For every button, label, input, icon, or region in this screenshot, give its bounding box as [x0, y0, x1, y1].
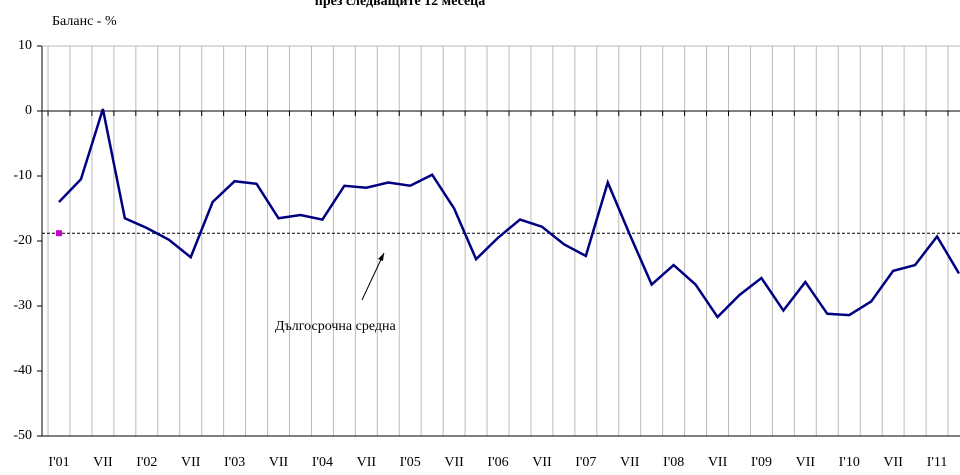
x-tick-label: VII: [269, 455, 289, 470]
chart-title: през следващите 12 месеца: [315, 0, 486, 9]
x-tick-label: VII: [93, 455, 113, 470]
x-tick-label: VII: [181, 455, 201, 470]
x-tick-label: VII: [357, 455, 377, 470]
x-tick-label: VII: [532, 455, 552, 470]
x-tick-label: VII: [620, 455, 640, 470]
x-tick-label: I'06: [487, 455, 508, 470]
average-marker: [56, 230, 62, 237]
x-tick-label: I'01: [48, 455, 69, 470]
x-tick-label: I'04: [312, 455, 333, 470]
x-tick-label: VII: [796, 455, 816, 470]
x-tick-label: I'08: [663, 455, 684, 470]
annotation: Дългосрочна средна: [275, 319, 396, 334]
x-tick-label: I'11: [927, 455, 948, 470]
x-tick-label: VII: [708, 455, 728, 470]
x-tick-label: I'05: [400, 455, 421, 470]
x-tick-label: VII: [444, 455, 464, 470]
x-tick-label: I'10: [839, 455, 860, 470]
y-tick-label: -50: [13, 428, 32, 443]
data-line: [58, 108, 960, 320]
annotation-arrowhead: [378, 253, 384, 261]
annotation-arrow: [361, 252, 385, 301]
y-tick-label: 10: [18, 38, 32, 53]
y-axis-label: Баланс - %: [52, 14, 117, 29]
x-tick-label: VII: [883, 455, 903, 470]
y-tick-label: -20: [13, 233, 32, 248]
y-tick-label: -30: [13, 298, 32, 313]
x-tick-label: I'02: [136, 455, 157, 470]
x-tick-label: I'07: [575, 455, 596, 470]
y-tick-label: -40: [13, 363, 32, 378]
x-tick-label: I'03: [224, 455, 245, 470]
y-tick-label: -10: [13, 168, 32, 183]
y-tick-label: 0: [25, 103, 32, 118]
x-tick-label: I'09: [751, 455, 772, 470]
